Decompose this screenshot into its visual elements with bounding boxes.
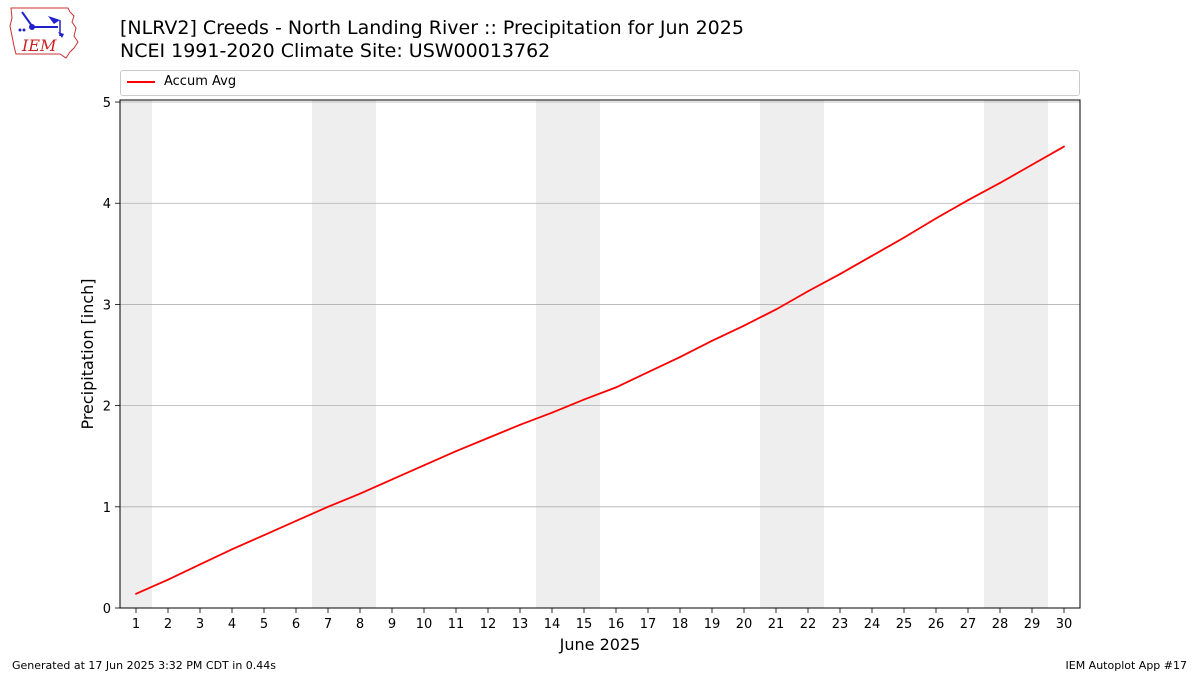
x-tick-label-27: 27 (960, 617, 977, 632)
chart-title: [NLRV2] Creeds - North Landing River :: … (120, 17, 744, 39)
y-tick-label-2: 2 (103, 400, 111, 415)
x-tick-label-28: 28 (992, 617, 1009, 632)
data-point-day-15 (583, 398, 585, 401)
x-tick-label-30: 30 (1056, 617, 1073, 632)
data-point-day-7 (327, 505, 329, 508)
data-point-day-5 (263, 534, 265, 537)
x-tick-label-1: 1 (132, 617, 140, 632)
x-tick-label-13: 13 (512, 617, 529, 632)
x-tick-label-5: 5 (260, 617, 268, 632)
data-point-day-26 (935, 217, 937, 220)
x-axis-label: June 2025 (559, 635, 641, 654)
x-tick-label-16: 16 (608, 617, 625, 632)
data-point-day-2 (167, 578, 169, 581)
x-tick-label-14: 14 (544, 617, 561, 632)
data-point-day-19 (711, 339, 713, 342)
y-tick-label-1: 1 (103, 501, 111, 516)
data-point-day-1 (135, 592, 137, 595)
x-tick-label-21: 21 (768, 617, 785, 632)
data-point-day-23 (839, 273, 841, 275)
x-tick-label-9: 9 (388, 617, 396, 632)
x-tick-label-12: 12 (480, 617, 497, 632)
weekend-band-2 (536, 100, 600, 608)
x-tick-label-26: 26 (928, 617, 945, 632)
data-point-day-10 (423, 464, 425, 467)
x-tick-label-2: 2 (164, 617, 172, 632)
data-point-day-3 (199, 563, 201, 566)
iem-logo: IEM (8, 6, 80, 60)
y-tick-label-4: 4 (103, 197, 111, 212)
data-point-day-29 (1031, 163, 1033, 166)
y-tick-label-3: 3 (103, 298, 111, 313)
x-tick-label-17: 17 (640, 617, 657, 632)
iem-logo-icon: IEM (9, 7, 79, 59)
data-point-day-12 (487, 437, 489, 439)
data-point-day-16 (615, 386, 617, 389)
data-point-day-6 (295, 520, 297, 522)
x-tick-label-20: 20 (736, 617, 753, 632)
x-tick-label-15: 15 (576, 617, 593, 632)
data-point-day-21 (775, 308, 777, 311)
weekend-band-1 (312, 100, 376, 608)
x-tick-label-23: 23 (832, 617, 849, 632)
data-point-day-22 (807, 290, 809, 293)
x-tick-label-4: 4 (228, 617, 236, 632)
legend: Accum Avg (120, 70, 1080, 96)
series-line-accum-avg (135, 145, 1065, 595)
data-point-day-20 (743, 324, 745, 327)
x-tick-label-3: 3 (196, 617, 204, 632)
x-tick-label-8: 8 (356, 617, 364, 632)
data-point-day-13 (519, 423, 521, 426)
weekend-band-0 (120, 100, 152, 608)
legend-label-accum-avg: Accum Avg (164, 74, 237, 89)
data-point-day-8 (359, 492, 361, 495)
x-tick-label-6: 6 (292, 617, 300, 632)
weekend-band-3 (760, 100, 824, 608)
y-tick-label-5: 5 (103, 96, 111, 111)
x-tick-label-25: 25 (896, 617, 913, 632)
data-point-day-27 (967, 199, 969, 202)
x-tick-label-11: 11 (448, 617, 465, 632)
data-point-day-14 (551, 411, 553, 414)
footer-app-label: IEM Autoplot App #17 (1065, 659, 1188, 672)
y-tick-label-0: 0 (103, 602, 111, 617)
x-tick-label-7: 7 (324, 617, 332, 632)
x-tick-label-10: 10 (416, 617, 433, 632)
data-point-day-11 (455, 450, 457, 453)
data-point-day-17 (647, 371, 649, 374)
x-tick-label-18: 18 (672, 617, 689, 632)
data-point-day-25 (903, 236, 905, 239)
data-point-day-9 (391, 478, 393, 481)
footer-generated: Generated at 17 Jun 2025 3:32 PM CDT in … (12, 659, 277, 672)
data-point-day-18 (679, 356, 681, 358)
x-tick-label-24: 24 (864, 617, 881, 632)
data-point-day-24 (871, 254, 873, 257)
plot-frame (119, 99, 1081, 609)
data-point-day-4 (231, 548, 233, 551)
x-tick-label-22: 22 (800, 617, 817, 632)
data-point-day-28 (999, 182, 1001, 184)
weekend-band-4 (984, 100, 1048, 608)
data-point-day-30 (1063, 145, 1065, 148)
logo-text: IEM (21, 36, 57, 55)
y-axis-label: Precipitation [inch] (78, 278, 97, 429)
chart-subtitle: NCEI 1991-2020 Climate Site: USW00013762 (120, 40, 551, 62)
x-tick-label-19: 19 (704, 617, 721, 632)
x-tick-label-29: 29 (1024, 617, 1041, 632)
legend-swatch-accum-avg (127, 81, 155, 83)
